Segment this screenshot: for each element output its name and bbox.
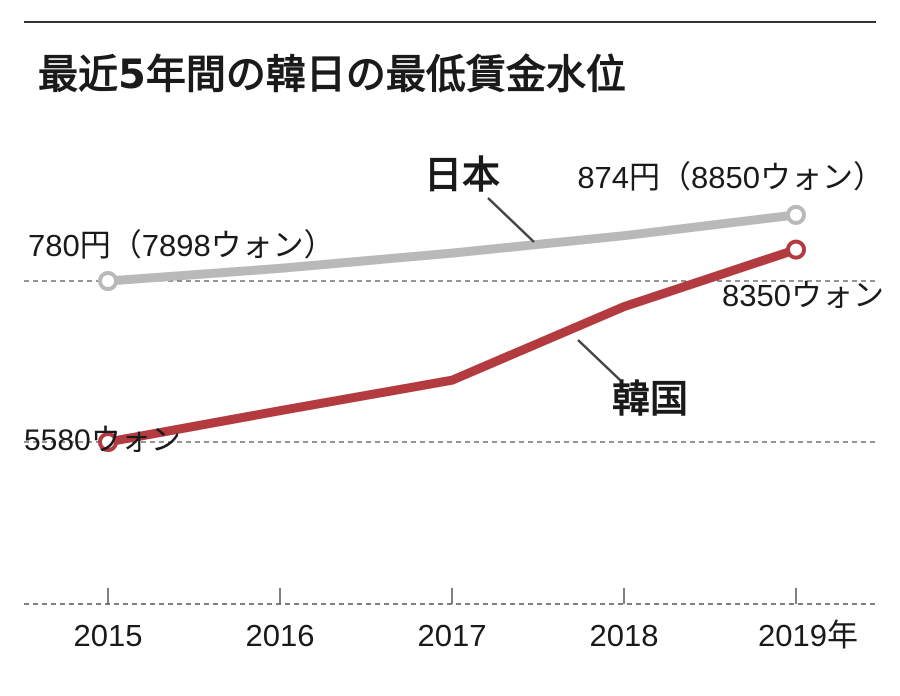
x-tick-label: 2019年	[758, 618, 858, 653]
series-line-0	[103, 210, 801, 286]
data-point-marker	[98, 271, 118, 291]
series-line-1	[103, 245, 801, 447]
series-label-korea: 韓国	[612, 379, 688, 421]
data-label: 5580ウォン	[24, 424, 181, 457]
data-label: 780円（7898ウォン）	[28, 228, 335, 263]
leader-line	[577, 339, 621, 381]
x-tick-label: 2016	[246, 618, 315, 653]
data-label: 874円（8850ウォン）	[577, 160, 884, 195]
leader-line	[487, 197, 535, 243]
x-tick-label: 2018	[590, 618, 659, 653]
x-tick-label: 2015	[74, 618, 143, 653]
data-point-marker	[786, 204, 806, 225]
chart-title: 最近5年間の韓日の最低賃金水位	[38, 52, 626, 98]
data-label: 8350ウォン	[722, 278, 884, 313]
data-point-marker	[786, 239, 806, 260]
x-tick-label: 2017	[418, 618, 487, 653]
series-label-japan: 日本	[424, 155, 500, 197]
data-point-marker	[98, 432, 118, 452]
